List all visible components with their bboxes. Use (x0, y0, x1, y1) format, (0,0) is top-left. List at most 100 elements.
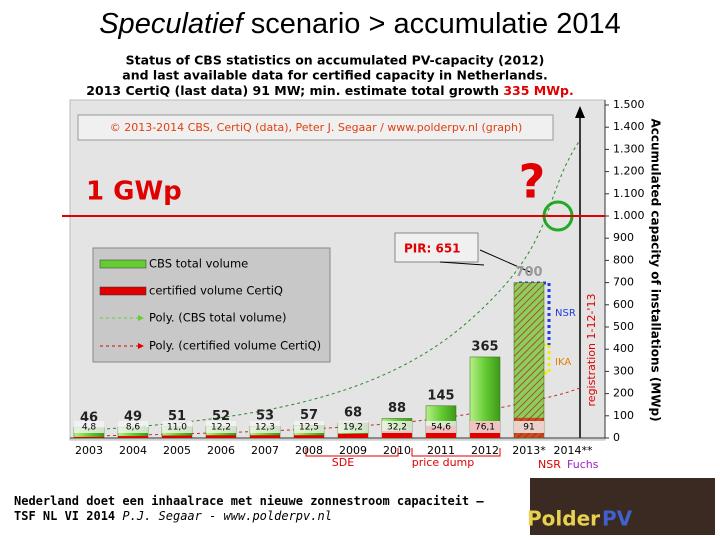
y-tick-label: 1.000 (613, 209, 645, 222)
title-italic: Speculatief (99, 8, 243, 40)
value-label: 12,3 (255, 423, 275, 433)
x-tick-label: 2009 (339, 444, 367, 457)
title-highlight: 335 MWp. (503, 83, 573, 98)
logo-text: Polder (527, 507, 600, 531)
value-label: 49 (124, 410, 142, 425)
nsr-label: NSR (555, 308, 576, 319)
x-tick-label: 2010 (383, 444, 411, 457)
footer-event: TSF NL VI 2014 (14, 509, 116, 523)
value-label-box (338, 421, 368, 433)
x-tick-label: 2007 (251, 444, 279, 457)
x-tick-label: 2011 (427, 444, 455, 457)
y-tick-label: 300 (613, 364, 634, 377)
bar (162, 435, 192, 438)
legend-arrow (138, 315, 144, 321)
y-tick-label: 200 (613, 387, 634, 400)
value-label-box (426, 421, 456, 433)
legend-label: Poly. (certified volume CertiQ) (149, 339, 321, 353)
logo (530, 478, 715, 535)
slide-title: Speculatief scenario > accumulatie 2014 (0, 8, 720, 41)
chart-title: 2013 CertiQ (last data) 91 MW; min. esti… (86, 83, 573, 98)
registration-note: registration 1-12-'13 (585, 294, 598, 407)
legend-label: CBS total volume (149, 257, 248, 271)
title-rest: scenario > accumulatie 2014 (242, 8, 621, 40)
x-tick-label: 2014** (554, 444, 593, 457)
y-tick-label: 600 (613, 298, 634, 311)
x-tick-label: 2008 (295, 444, 323, 457)
value-label-box (74, 421, 104, 433)
y-tick-label: 800 (613, 253, 634, 266)
x-tick-label: 2003 (75, 444, 103, 457)
value-label: 52 (212, 409, 230, 424)
footer-site: - www.polderpv.nl (209, 509, 332, 523)
ika-label: IKA (555, 357, 571, 368)
value-label: 4,8 (82, 423, 97, 433)
source-box (77, 114, 554, 141)
value-label-box (206, 421, 236, 433)
y-tick-label: 1.400 (613, 120, 645, 133)
sde-bracket (305, 448, 399, 457)
value-label-box (294, 421, 324, 433)
legend-label: Poly. (CBS total volume) (149, 311, 286, 325)
bar (74, 436, 104, 438)
value-label-box (162, 421, 192, 433)
logo-text: PV (602, 507, 633, 531)
y-tick-label: 1.500 (613, 98, 645, 111)
value-label: 145 (427, 388, 454, 403)
legend-label: certified volume CertiQ (149, 284, 283, 298)
value-label: 54,6 (431, 423, 451, 433)
y-tick-label: 100 (613, 409, 634, 422)
value-label: 76,1 (475, 423, 495, 433)
reference-label: 1 GWp (86, 177, 182, 207)
x-tick-label: 2005 (163, 444, 191, 457)
bar (250, 435, 280, 438)
value-label: 57 (300, 408, 318, 423)
value-label-box (514, 421, 544, 433)
bar (382, 430, 412, 438)
value-label-box (382, 421, 412, 433)
pir-label: PIR: 651 (404, 242, 461, 256)
x-tick-label: 2004 (119, 444, 147, 457)
legend-swatch (99, 286, 147, 296)
value-label-box (118, 421, 148, 433)
y-tick-label: 500 (613, 320, 634, 333)
value-label: 11,0 (167, 423, 187, 433)
nsr-fuchs: NSR (538, 458, 561, 471)
footer-line: TSF NL VI 2014 P.J. Segaar - www.polderp… (14, 509, 484, 524)
value-label: 365 (471, 339, 498, 354)
y-axis-title: Accumulated capacity of installations (M… (649, 118, 663, 421)
y-tick-label: 900 (613, 231, 634, 244)
nsr-fuchs: Fuchs (567, 458, 599, 471)
value-label: 51 (168, 409, 186, 424)
bar (513, 282, 545, 439)
question-mark: ? (519, 155, 546, 209)
y-tick-label: 700 (613, 276, 634, 289)
value-label-box (470, 421, 500, 433)
x-tick-label: 2013* (512, 444, 546, 457)
sde-label: SDE (332, 456, 354, 469)
bar (206, 435, 236, 438)
bar (118, 436, 148, 438)
value-label: 88 (388, 401, 406, 416)
price-dump-label: price dump (412, 456, 475, 469)
arrow-head (575, 106, 585, 118)
y-tick-label: 0 (613, 431, 620, 444)
bar (338, 433, 368, 438)
pointer (439, 261, 485, 266)
value-label-box (250, 421, 280, 433)
y-tick-label: 1.100 (613, 187, 645, 200)
value-label: 53 (256, 409, 274, 424)
y-tick-label: 400 (613, 342, 634, 355)
footer-line: Nederland doet een inhaalrace met nieuwe… (14, 494, 484, 508)
y-tick-label: 1.200 (613, 165, 645, 178)
legend-arrow (138, 343, 144, 349)
value-label: 12,5 (299, 423, 319, 433)
legend-swatch (99, 259, 147, 269)
pir-box (394, 232, 479, 263)
footer: Nederland doet een inhaalrace met nieuwe… (14, 494, 484, 524)
value-label: 68 (344, 405, 362, 420)
chart-title: Status of CBS statistics on accumulated … (126, 53, 545, 68)
value-label: 700 (515, 265, 542, 280)
